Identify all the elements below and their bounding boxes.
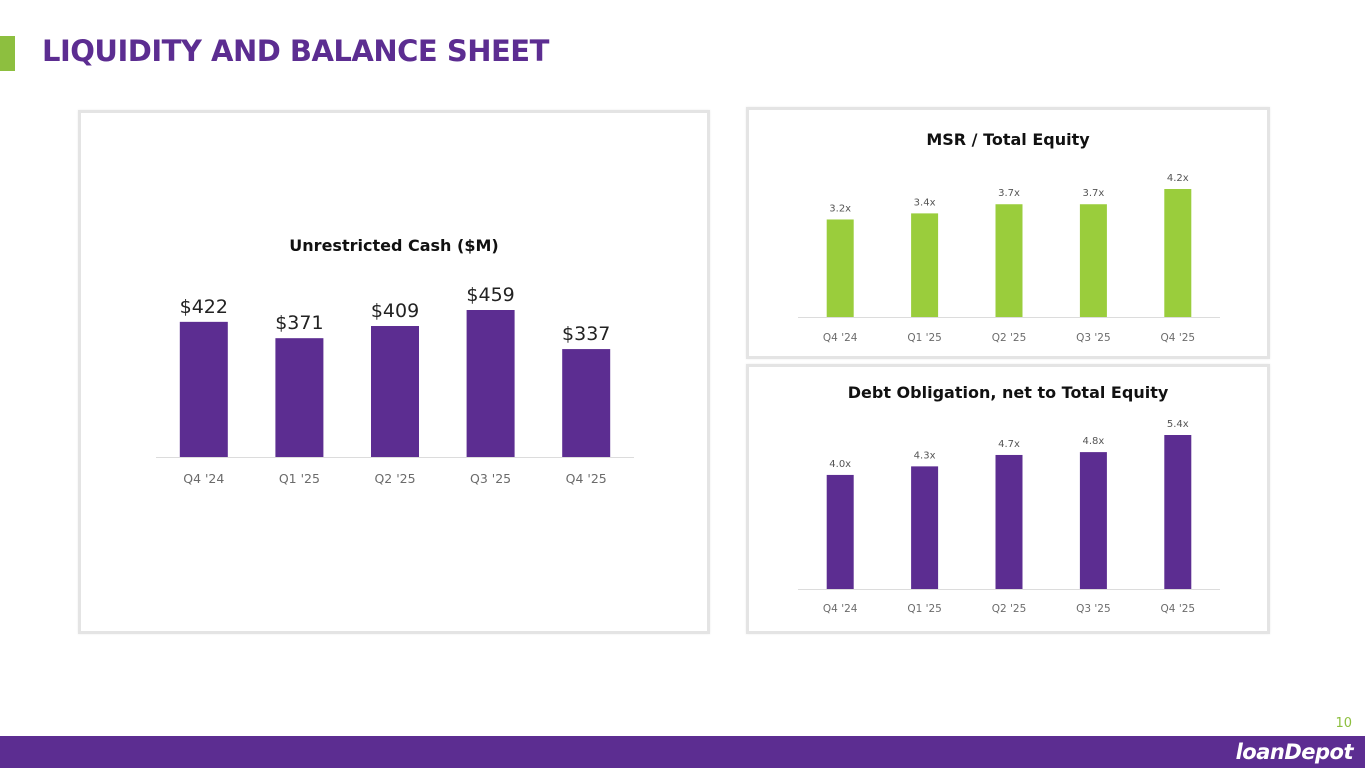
chart-title: Debt Obligation, net to Total Equity	[848, 383, 1169, 402]
bar	[179, 321, 228, 457]
debt-obligation-panel: Debt Obligation, net to Total Equity 4.0x…	[746, 364, 1270, 634]
data-label: 4.8x	[1082, 436, 1104, 447]
unrestricted-cash-chart: Unrestricted Cash ($M) $422 Q4 '24 $371 Q1 '…	[156, 236, 634, 486]
data-label: $459	[466, 284, 514, 306]
data-label: 3.7x	[998, 188, 1020, 199]
data-label: 3.2x	[829, 203, 851, 214]
bar	[911, 466, 939, 589]
bar	[1164, 435, 1192, 589]
logo-text: loanDepot	[1235, 740, 1354, 764]
debt-obligation-chart: Debt Obligation, net to Total Equity 4.0x…	[798, 383, 1220, 615]
msr-total-equity-panel: MSR / Total Equity 3.2x Q4 '24 3.4x Q1 '25 3.…	[746, 107, 1270, 359]
bar	[275, 338, 324, 457]
x-tick-label: Q4 '25	[1161, 603, 1196, 615]
bar	[995, 204, 1023, 317]
data-label: $422	[180, 296, 228, 318]
chart-title: MSR / Total Equity	[926, 130, 1090, 149]
x-tick-label: Q4 '25	[1161, 332, 1196, 344]
x-tick-label: Q1 '25	[907, 603, 942, 615]
data-label: 5.4x	[1167, 419, 1189, 430]
page-number: 10	[1335, 716, 1352, 731]
footer-bar	[0, 736, 1365, 768]
data-label: 4.3x	[914, 450, 936, 461]
data-label: 4.2x	[1167, 173, 1189, 184]
data-label: 3.4x	[914, 197, 936, 208]
data-label: $371	[275, 312, 323, 334]
x-tick-label: Q3 '25	[1076, 603, 1111, 615]
data-label: 3.7x	[1082, 188, 1104, 199]
x-tick-label: Q1 '25	[907, 332, 942, 344]
bar	[826, 219, 854, 317]
x-tick-label: Q1 '25	[279, 471, 320, 486]
bar	[371, 326, 419, 457]
x-tick-label: Q4 '24	[823, 332, 858, 344]
bar	[466, 310, 515, 457]
data-label: $409	[371, 300, 419, 322]
bar	[562, 349, 611, 457]
x-tick-label: Q3 '25	[1076, 332, 1111, 344]
bar	[1164, 189, 1192, 317]
bar	[1079, 204, 1107, 317]
x-tick-label: Q4 '24	[183, 471, 224, 486]
x-tick-label: Q2 '25	[992, 332, 1027, 344]
msr-total-equity-chart: MSR / Total Equity 3.2x Q4 '24 3.4x Q1 '25 3.…	[798, 130, 1220, 344]
bar	[826, 474, 854, 589]
loandepot-logo: loanDepot	[1235, 738, 1354, 766]
unrestricted-cash-panel: Unrestricted Cash ($M) $422 Q4 '24 $371 Q1 '…	[78, 110, 710, 634]
x-tick-label: Q4 '24	[823, 603, 858, 615]
x-tick-label: Q2 '25	[992, 603, 1027, 615]
data-label: 4.7x	[998, 439, 1020, 450]
bar	[911, 213, 939, 317]
page-title: LIQUIDITY AND BALANCE SHEET	[42, 34, 549, 68]
bar	[995, 454, 1023, 589]
title-accent-bar	[0, 36, 15, 71]
chart-title: Unrestricted Cash ($M)	[289, 236, 498, 255]
x-tick-label: Q4 '25	[566, 471, 607, 486]
bar	[1079, 452, 1107, 589]
x-tick-label: Q2 '25	[374, 471, 415, 486]
data-label: $337	[562, 323, 610, 345]
x-tick-label: Q3 '25	[470, 471, 511, 486]
data-label: 4.0x	[829, 459, 851, 470]
